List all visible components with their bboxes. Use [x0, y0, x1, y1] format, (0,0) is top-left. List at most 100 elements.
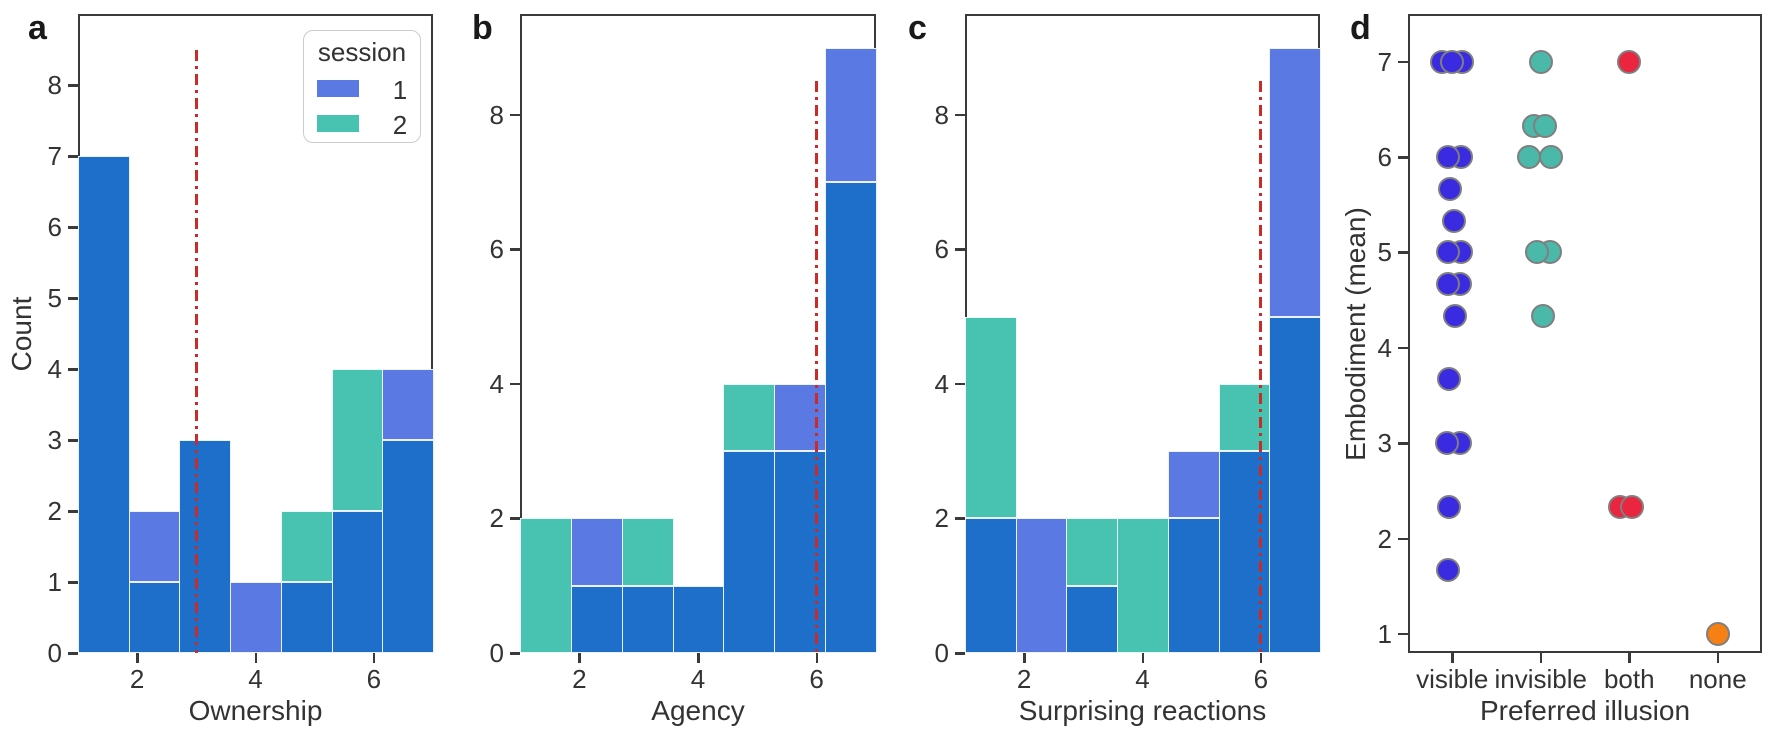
panel-c-y-tick-label: 4: [934, 368, 949, 399]
panel-c-y-tick: [955, 113, 965, 117]
panel-b-y-tick-label: 8: [489, 99, 504, 130]
panel-b-reference-line: [815, 81, 819, 653]
scatter-dot-invisible: [1516, 145, 1541, 170]
panel-a-y-tick: [68, 368, 78, 371]
panel-a-x-tick-label: 6: [366, 664, 382, 694]
panel-c-bar-5-session1-segment: [1167, 451, 1220, 519]
panel-a-y-tick-label: 5: [47, 283, 62, 313]
panel-c-bar-3-overlap-segment: [1066, 585, 1119, 653]
panel-d-category-label-both: both: [1603, 664, 1655, 694]
panel-d-y-tick: [1398, 156, 1408, 159]
panel-c-x-tick: [1141, 653, 1144, 663]
panel-d-y-tick: [1398, 442, 1408, 445]
panel-b-x-tick: [578, 653, 581, 663]
panel-b-y-tick-label: 6: [489, 234, 504, 265]
panel-b-bar-2-session1-segment: [570, 518, 623, 586]
panel-b-bar-7-session1-segment: [825, 47, 877, 183]
panel-a-y-tick: [68, 510, 78, 513]
panel-a-bar-5-session2-segment: [280, 511, 333, 582]
panel-d-y-tick: [1398, 346, 1408, 350]
legend-swatch-session2: [317, 115, 359, 132]
scatter-dot-both: [1620, 495, 1645, 520]
panel-d-y-tick: [1398, 251, 1408, 254]
panel-a-x-tick: [136, 653, 139, 663]
scatter-dot-visible: [1440, 49, 1465, 74]
panel-d-category-label-visible: visible: [1416, 664, 1489, 694]
panel-b-x-tick: [697, 653, 700, 663]
panel-a-bar-6-session2-segment: [331, 369, 384, 511]
panel-c-reference-line: [1259, 81, 1263, 653]
panel-d-x-tick-both: [1628, 653, 1631, 663]
panel-d-y-tick: [1398, 60, 1408, 64]
panel-c-y-tick: [955, 652, 965, 655]
panel-label-d: d: [1350, 9, 1371, 47]
panel-d-y-tick-label: 6: [1377, 142, 1392, 173]
panel-c-bar-7-overlap-segment: [1269, 316, 1321, 653]
panel-label-a: a: [28, 9, 47, 47]
scatter-dot-invisible: [1530, 304, 1555, 329]
scatter-dot-visible: [1436, 145, 1461, 170]
panel-d-y-tick-label: 1: [1377, 618, 1392, 649]
panel-c-y-tick: [955, 517, 965, 520]
legend-item-label: 2: [392, 110, 408, 140]
panel-a-y-tick-label: 7: [47, 141, 62, 171]
panel-a-bar-1-overlap-segment: [78, 156, 130, 653]
panel-b-bar-5-overlap-segment: [723, 451, 776, 653]
panel-a-y-tick-label: 4: [47, 354, 62, 384]
legend-title: session: [317, 37, 407, 67]
panel-a-y-tick-label: 8: [47, 70, 62, 100]
panel-d-category-label-none: none: [1688, 664, 1747, 694]
panel-a-y-tick: [68, 155, 78, 158]
scatter-dot-invisible: [1528, 49, 1553, 74]
panel-c-bar-7-session1-segment: [1269, 47, 1321, 317]
panel-b-y-tick-label: 0: [489, 638, 504, 668]
scatter-dot-visible: [1442, 208, 1467, 233]
panel-c-y-tick-label: 2: [934, 503, 949, 534]
panel-a-y-tick-label: 1: [47, 567, 62, 597]
panel-a-x-axis-title: Ownership: [188, 695, 323, 726]
panel-a-y-tick: [68, 226, 78, 229]
panel-b-y-tick: [510, 517, 520, 520]
panel-a-y-tick: [68, 652, 78, 655]
panel-a-y-tick: [68, 84, 78, 87]
legend-item-label: 1: [392, 75, 408, 105]
panel-c-bar-2-session1-segment: [1015, 518, 1068, 653]
scatter-dot-invisible: [1538, 145, 1563, 170]
panel-a-bar-7-overlap-segment: [382, 440, 434, 653]
panel-a-y-tick: [68, 439, 78, 442]
scatter-dot-none: [1705, 621, 1730, 646]
panel-a-bar-2-overlap-segment: [128, 582, 181, 653]
panel-c-bar-4-session2-segment: [1117, 518, 1169, 653]
panel-a-y-tick-label: 2: [47, 496, 62, 526]
panel-c-x-tick: [1259, 653, 1263, 663]
panel-d-x-tick-none: [1716, 653, 1720, 663]
panel-d-y-tick: [1398, 632, 1408, 636]
panel-c-x-tick-label: 2: [1016, 664, 1032, 694]
panel-d-y-tick-label: 4: [1377, 332, 1392, 363]
scatter-dot-visible: [1437, 495, 1462, 520]
panel-a-bar-7-session1-segment: [382, 369, 434, 440]
panel-c-bar-1-overlap-segment: [965, 518, 1017, 653]
panel-d-x-axis-title: Preferred illusion: [1479, 695, 1691, 726]
panel-b-bar-3-overlap-segment: [621, 585, 674, 653]
panel-c-y-tick: [955, 382, 965, 386]
panel-d-x-tick-visible: [1451, 653, 1454, 663]
panel-b-y-tick: [510, 652, 520, 655]
panel-d-y-tick-label: 3: [1377, 428, 1392, 459]
panel-b-bar-2-overlap-segment: [570, 585, 623, 653]
panel-c-x-tick: [1023, 653, 1026, 663]
scatter-dot-visible: [1438, 176, 1463, 201]
panel-b-bar-1-session2-segment: [520, 518, 572, 653]
panel-a-x-tick-label: 2: [129, 664, 145, 694]
panel-a-y-tick: [68, 581, 78, 584]
panel-b-bar-7-overlap-segment: [825, 182, 877, 653]
scatter-dot-visible: [1436, 558, 1461, 583]
scatter-dot-visible: [1443, 304, 1468, 329]
scatter-dot-invisible: [1524, 240, 1549, 265]
panel-a-bar-6-overlap-segment: [331, 511, 384, 653]
panel-d-axes-box: [1408, 14, 1762, 653]
panel-a-y-tick: [68, 297, 78, 300]
panel-b-y-tick: [510, 113, 520, 117]
panel-b-bar-6-overlap-segment: [774, 451, 827, 653]
